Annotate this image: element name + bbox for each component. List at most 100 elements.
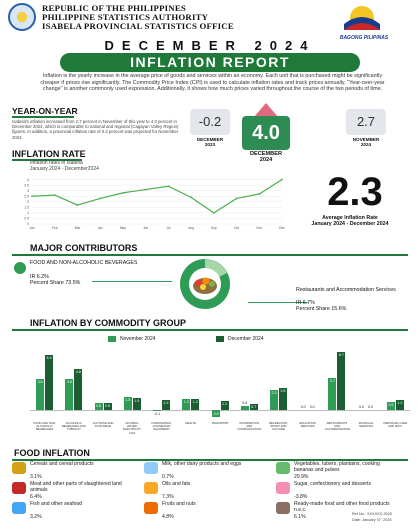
- line-point: [31, 195, 33, 198]
- x-tick-label: Jun: [143, 226, 148, 230]
- connector-left: [92, 281, 172, 282]
- intro-paragraph: Inflation is the yearly increase in the …: [40, 73, 385, 93]
- legend-dec-label: December 2024: [228, 336, 264, 342]
- bar-value-label: 6.4: [46, 355, 52, 360]
- ref-number: Ref No.: XXXXXX-2025: [352, 512, 392, 516]
- food-item-percent: 3.2%: [30, 514, 42, 520]
- line-point: [235, 197, 238, 200]
- x-tick-label: Oct: [234, 226, 239, 230]
- food-item-percent: 0.7%: [162, 474, 174, 480]
- bar-november: [328, 378, 337, 410]
- milk-icon: [144, 462, 158, 474]
- bar-value-label: 1.2: [163, 400, 169, 405]
- kpi-dec-2024-value: 4.0: [242, 116, 290, 150]
- contributor-food-name: FOOD AND NON-ALCOHOLIC BEVERAGES: [30, 260, 138, 266]
- bar-value-label: 3.6: [66, 380, 72, 385]
- zero-axis: [30, 410, 410, 411]
- bar-value-label: 1.3: [183, 399, 189, 404]
- food-item-name: Meat and other parts of slaughtered land…: [30, 481, 122, 493]
- contributors-donut: [180, 259, 230, 309]
- kpi-dec-2024-label: DECEMBER 2024: [249, 151, 282, 164]
- bar-november: [123, 397, 132, 410]
- month-title: DECEMBER 2024: [104, 38, 316, 53]
- bagong-pilipinas-label: BAGONG PILIPINAS: [339, 35, 389, 41]
- food-item-name: Vegetables, tubers, plantains, cooking b…: [294, 461, 380, 473]
- rate-subtitle-2: January 2024 - December2024: [30, 166, 99, 172]
- connector-right: [248, 302, 308, 303]
- yoy-title: YEAR-ON-YEAR: [12, 106, 78, 116]
- up-arrow-icon: [254, 103, 278, 117]
- bar-value-label: 0.8: [96, 404, 102, 409]
- food-inflation-grid: Cereals and cereal products 3.1% Milk, oth…: [12, 461, 412, 522]
- x-tick-label: Feb: [52, 226, 58, 230]
- rate-underline: [12, 159, 82, 161]
- food-item-percent: 7.3%: [162, 494, 174, 500]
- bar-december: [132, 397, 141, 410]
- food-item-percent: 3.1%: [30, 474, 42, 480]
- category-label: PERSONAL CARE AND MISC.: [383, 421, 408, 429]
- x-tick-label: Jul: [166, 226, 170, 230]
- bar-value-label: 3.7: [329, 379, 335, 384]
- food-item-percent: -3.8%: [294, 494, 308, 500]
- food-item-name: Fruits and nuts: [162, 501, 196, 507]
- bar-value-label: 0.0: [368, 405, 374, 409]
- line-point: [190, 196, 192, 199]
- food-item-name: Sugar, confectionery and desserts: [294, 481, 372, 487]
- bar-december: [191, 398, 200, 410]
- x-tick-label: Dec: [279, 226, 285, 230]
- line-point: [122, 191, 124, 194]
- bar-november: [240, 405, 249, 410]
- food-bullet-icon: [14, 262, 26, 274]
- y-tick-label: 2.5: [24, 194, 29, 198]
- kpi-dec-2023-label: DECEMBER 2023: [196, 137, 224, 148]
- bar-december: [278, 387, 287, 410]
- y-tick-label: 4: [27, 178, 29, 182]
- kpi-nov-2024-value: 2.7: [346, 109, 386, 135]
- line-point: [76, 204, 79, 207]
- x-tick-label: Nov: [256, 226, 262, 230]
- y-tick-label: 1: [27, 211, 29, 215]
- food-title: FOOD INFLATION: [14, 448, 90, 458]
- line-point: [258, 193, 261, 195]
- x-tick-label: Jan: [29, 226, 34, 230]
- bar-december: [45, 354, 54, 410]
- bar-value-label: 1.2: [397, 400, 403, 405]
- y-tick-label: 1.5: [24, 206, 29, 210]
- bar-value-label: 3.6: [37, 380, 43, 385]
- x-tick-label: May: [120, 226, 126, 230]
- sugar-icon: [276, 482, 290, 494]
- bar-value-label: 0.5: [242, 400, 248, 405]
- header-line-1: REPUBLIC OF THE PHILIPPINES: [42, 3, 186, 13]
- rate-subtitle-1: Inflation rates in Isabela: [30, 160, 83, 166]
- bar-december: [103, 403, 112, 410]
- inflation-line-chart: 00.5 11.5 2 2.53 3.54 Jan Feb Mar Apr May Jun Jul Au…: [24, 178, 285, 230]
- report-banner: INFLATION REPORT: [60, 53, 360, 72]
- category-label: CLOTHING AND FOOTWEAR: [92, 421, 114, 429]
- bar-value-label: 2.6: [280, 388, 286, 393]
- line-point: [212, 211, 215, 214]
- food-item-percent: 4.8%: [162, 514, 174, 520]
- bar-value-label: 2.3: [271, 391, 277, 396]
- bar-november: [94, 403, 103, 410]
- avg-inflation-label-2: January 2024 - December 2024: [311, 221, 389, 227]
- food-underline: [12, 459, 408, 461]
- avg-inflation-label-1: Average Inflation Rate: [322, 215, 378, 221]
- bar-value-label: 1.3: [192, 399, 198, 404]
- meat-icon: [12, 482, 26, 494]
- rate-title: INFLATION RATE: [12, 149, 86, 159]
- category-label: FURNISHINGS, HOUSEHOLD EQUIPMENT: [151, 421, 172, 432]
- line-point: [144, 188, 147, 191]
- bar-value-label: 0.7: [251, 404, 257, 409]
- psa-logo-icon: [8, 3, 36, 31]
- category-label: INFORMATION AND COMMUNICATION: [237, 421, 262, 432]
- kpi-dec-2023-value: -0.2: [190, 109, 230, 135]
- y-tick-label: 0: [27, 222, 29, 226]
- line-point: [167, 185, 170, 188]
- header-line-3: ISABELA PROVINCIAL STATISTICS OFFICE: [42, 21, 234, 31]
- bar-december: [337, 352, 346, 410]
- contributors-underline: [12, 254, 408, 256]
- line-point: [99, 197, 102, 200]
- bar-value-label: 1.5: [125, 398, 131, 403]
- bar-november: [386, 402, 395, 410]
- contributors-title: MAJOR CONTRIBUTORS: [30, 243, 138, 253]
